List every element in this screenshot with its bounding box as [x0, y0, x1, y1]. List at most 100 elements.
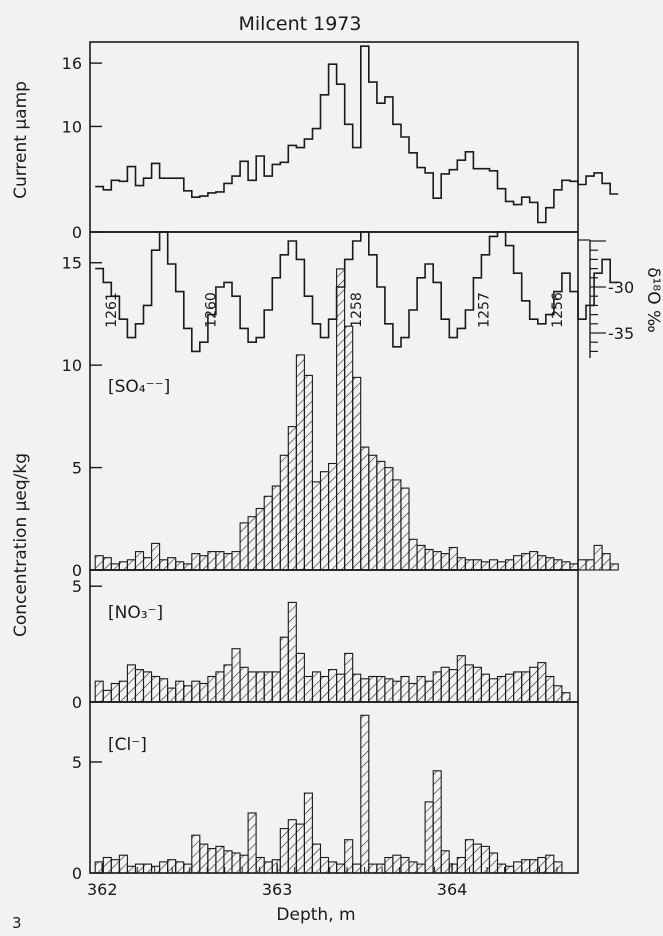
so4-bar — [440, 553, 450, 571]
no3-bar — [488, 678, 499, 703]
no3-bar — [432, 671, 442, 703]
no3-bar — [513, 671, 523, 703]
no3-bar — [496, 675, 507, 703]
cl-bar — [263, 861, 273, 874]
cl-bar — [223, 850, 233, 874]
so4-bar — [151, 542, 161, 571]
cl-bar — [151, 865, 161, 874]
x-tick-label: 364 — [437, 880, 468, 899]
no3-bar — [191, 680, 201, 703]
so4-bar — [360, 446, 370, 571]
so4-bar — [94, 555, 104, 571]
no3-bar — [360, 678, 370, 703]
cl-bar — [231, 852, 241, 874]
so4-bars — [94, 268, 619, 571]
no3-bar — [175, 680, 185, 703]
so4-bar — [287, 426, 297, 571]
cl-bar — [134, 863, 145, 874]
annual-layer-label: 1256 — [550, 292, 566, 328]
so4-bar — [303, 374, 313, 571]
so4-bar — [545, 557, 555, 571]
cl-bar — [126, 865, 136, 874]
cl-bar — [102, 856, 112, 874]
no3-bar — [400, 675, 410, 703]
cl-bar — [344, 839, 354, 874]
cl-bar — [521, 859, 531, 874]
no3-bar — [472, 666, 482, 703]
no3-bar — [336, 673, 346, 703]
so4-bar — [319, 471, 330, 571]
d18o-series-line — [95, 231, 619, 353]
cl-bar — [199, 843, 209, 874]
no3-bar — [368, 675, 378, 703]
chart-title: Milcent 1973 — [239, 13, 362, 35]
no3-bar — [287, 601, 297, 703]
so4-bar — [102, 557, 112, 571]
so4-bar — [311, 481, 322, 571]
no3-bar — [183, 685, 193, 703]
x-tick-label: 363 — [262, 880, 293, 899]
no3-bar — [376, 675, 386, 703]
cl-bar — [448, 863, 458, 874]
no3-bar — [199, 682, 209, 703]
current-y-tick-label: 0 — [72, 223, 82, 242]
so4-bar — [215, 551, 225, 571]
no3-bar — [408, 682, 418, 703]
cl-bar — [352, 863, 362, 874]
d18o-axis-label: δ¹⁸O ‰ — [643, 267, 663, 333]
cl-bar — [255, 856, 265, 874]
so4-bar — [328, 462, 338, 571]
cl-bar — [175, 861, 185, 874]
so4-bar — [505, 559, 515, 571]
no3-bar — [416, 675, 426, 703]
no3-bar — [215, 671, 225, 703]
annual-layer-label: 1257 — [477, 292, 493, 328]
so4-bar — [255, 507, 265, 571]
cl-bar — [319, 856, 330, 874]
cl-bar — [432, 770, 442, 874]
cl-bar — [191, 834, 201, 874]
so4-y-tick-label: 15 — [62, 254, 82, 273]
so4-bar — [464, 559, 474, 571]
cl-bars — [94, 714, 563, 874]
so4-bar — [352, 376, 362, 571]
no3-bar — [537, 662, 547, 703]
so4-bar — [472, 559, 482, 571]
no3-bar — [352, 673, 362, 703]
figure-number: 3 — [12, 914, 22, 932]
no3-bars — [94, 601, 571, 703]
so4-bar — [480, 561, 490, 571]
so4-bar — [247, 516, 257, 571]
cl-bar — [408, 861, 418, 874]
no3-bar — [303, 675, 313, 703]
so4-bar — [432, 551, 442, 571]
so4-bar — [593, 544, 603, 571]
no3-bar — [271, 671, 281, 703]
no3-bar — [561, 692, 571, 703]
cl-bar — [183, 863, 193, 874]
so4-bar — [118, 561, 128, 571]
cl-panel-frame — [89, 701, 579, 874]
so4-bar — [601, 553, 611, 571]
no3-bar — [134, 669, 145, 703]
cl-bar — [215, 845, 225, 874]
so4-y-tick-label: 10 — [62, 356, 82, 375]
cl-y-tick-label: 5 — [72, 753, 82, 772]
cl-bar — [513, 861, 523, 874]
no3-bar — [247, 671, 257, 703]
so4-bar — [110, 563, 120, 571]
cl-bar — [239, 854, 249, 874]
so4-bar — [279, 454, 289, 571]
no3-bar — [311, 671, 322, 703]
so4-bar — [496, 561, 507, 571]
cl-bar — [553, 861, 563, 874]
cl-bar — [529, 859, 539, 874]
cl-bar — [384, 856, 394, 874]
cl-bar — [505, 865, 515, 874]
d18o-right-tick-label: -35 — [608, 324, 634, 343]
so4-bar — [191, 553, 201, 571]
so4-bar — [207, 551, 217, 571]
so4-bar — [167, 557, 177, 571]
cl-bar — [537, 856, 547, 874]
